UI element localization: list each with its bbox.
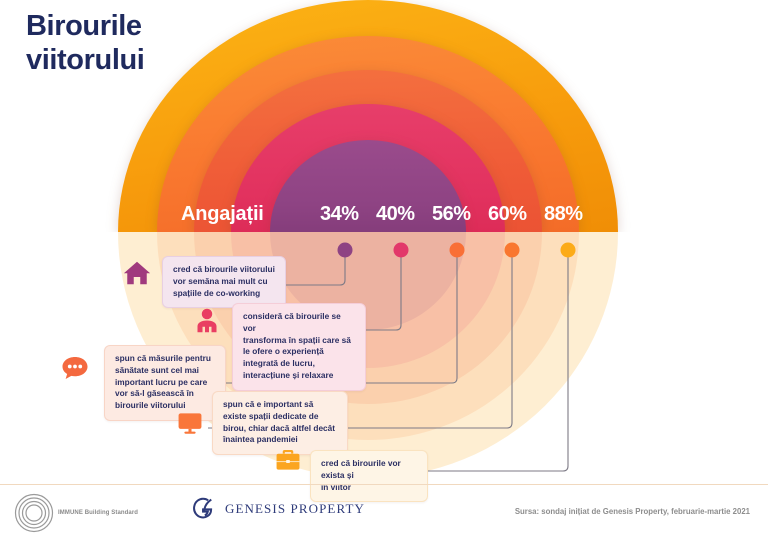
dot-40	[393, 242, 409, 258]
callout-56: spun că măsurile pentru sănătate sunt ce…	[104, 345, 226, 421]
connector-60	[208, 252, 513, 429]
immune-logo: IMMUNE Building Standard	[14, 493, 138, 533]
callout-40: consideră că birourile se vor transforma…	[232, 303, 366, 391]
callout-60: spun că e important să existe spații ded…	[212, 391, 348, 456]
briefcase-icon	[274, 446, 302, 479]
connector-34	[283, 252, 346, 286]
house-icon	[122, 258, 152, 293]
percent-34: 34%	[320, 203, 359, 225]
dot-56	[449, 242, 465, 258]
dot-34	[337, 242, 353, 258]
footer-divider	[0, 484, 768, 485]
percent-60: 60%	[488, 203, 527, 225]
chat-bubble-icon	[60, 353, 90, 388]
page-title: Birourile viitorului	[26, 10, 145, 76]
source-note: Sursa: sondaj inițiat de Genesis Propert…	[514, 507, 750, 516]
connector-40	[360, 252, 402, 331]
band-label: Angajații	[181, 203, 264, 225]
dot-60	[504, 242, 520, 258]
person-icon	[192, 306, 222, 341]
percent-88: 88%	[544, 203, 583, 225]
connector-88	[420, 252, 569, 472]
callout-88: cred că birourile vor exista și în viito…	[310, 450, 428, 503]
percent-56: 56%	[432, 203, 471, 225]
footer: IMMUNE Building Standard GENESIS PROPERT…	[0, 485, 768, 541]
callout-34: cred că birourile viitorului vor semăna …	[162, 256, 286, 309]
genesis-label: GENESIS PROPERTY	[225, 501, 365, 516]
genesis-g-icon	[193, 497, 213, 519]
immune-label: IMMUNE Building Standard	[58, 510, 139, 516]
connector-56	[184, 252, 458, 384]
immune-rings-icon	[14, 493, 54, 533]
percent-40: 40%	[376, 203, 415, 225]
dot-88	[560, 242, 576, 258]
arc-stack	[0, 0, 768, 232]
monitor-icon	[176, 409, 204, 442]
genesis-logo: GENESIS PROPERTY	[188, 495, 365, 523]
